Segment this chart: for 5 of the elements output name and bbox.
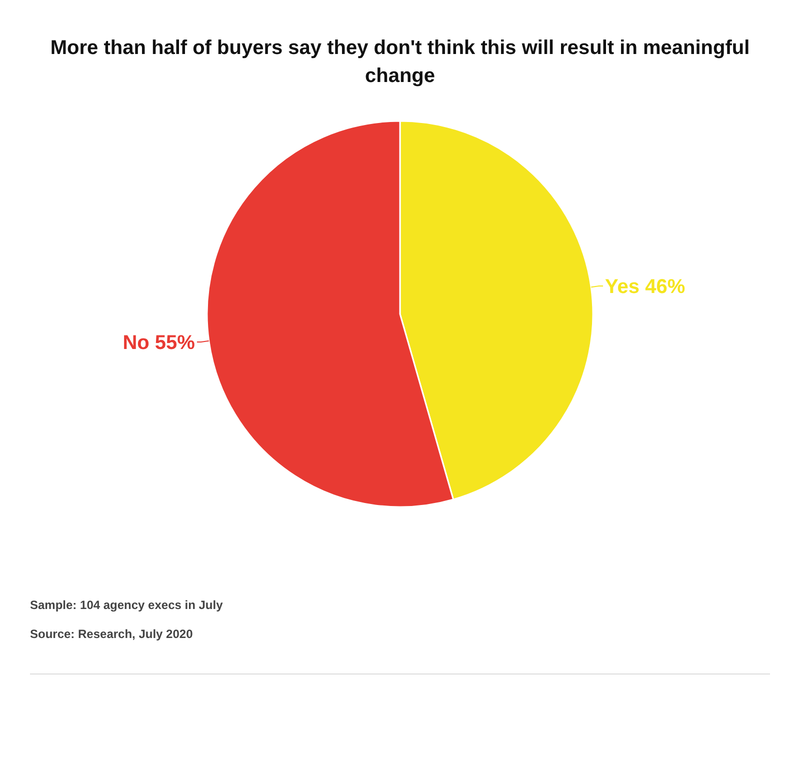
chart-title: More than half of buyers say they don't think this will result in meaningful change bbox=[50, 37, 750, 87]
text: Sample: 104 agency execs in July bbox=[30, 598, 224, 612]
slice-label: Yes 46% bbox=[605, 276, 686, 298]
source-note: Source: Research, July 2020 bbox=[30, 627, 194, 641]
slice-label: No 55% bbox=[122, 332, 196, 354]
